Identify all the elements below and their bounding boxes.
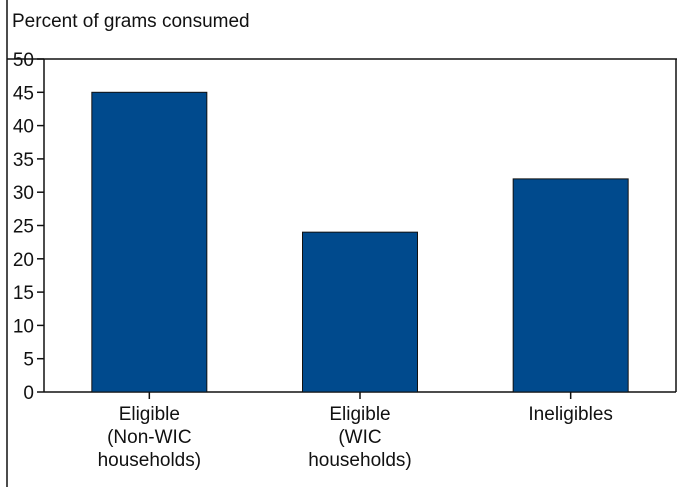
y-axis-label: Percent of grams consumed bbox=[12, 11, 250, 32]
y-tick-label: 5 bbox=[23, 350, 34, 371]
x-category-label-line: Ineligibles bbox=[528, 404, 613, 425]
y-tick-label: 35 bbox=[13, 150, 34, 171]
x-category-label: Eligible (WIC households) bbox=[308, 404, 412, 471]
x-category-label-line: households) bbox=[308, 450, 412, 471]
bar bbox=[91, 91, 208, 393]
y-tick-label: 0 bbox=[23, 383, 34, 404]
x-category-label-line: (Non-WIC bbox=[107, 427, 191, 448]
bar bbox=[302, 231, 418, 393]
y-tick-label: 50 bbox=[13, 50, 34, 71]
y-tick-label: 10 bbox=[13, 316, 34, 337]
y-axis-ticks: 0 5 10 15 20 25 30 35 40 45 50 bbox=[13, 50, 44, 404]
y-tick-label: 45 bbox=[13, 83, 34, 104]
y-tick-label: 20 bbox=[13, 250, 34, 271]
x-category-label-line: households) bbox=[98, 450, 202, 471]
y-tick-label: 15 bbox=[13, 283, 34, 304]
x-category-label: Ineligibles bbox=[528, 404, 613, 425]
x-axis-categories: Eligible (Non-WIC households)Eligible (WIC h… bbox=[98, 392, 613, 471]
bars bbox=[91, 91, 629, 393]
y-tick-label: 40 bbox=[13, 117, 34, 138]
y-tick-label: 30 bbox=[13, 183, 34, 204]
bar bbox=[512, 178, 629, 393]
x-category-label-line: Eligible bbox=[329, 404, 390, 425]
x-category-label-line: (WIC bbox=[338, 427, 381, 448]
y-tick-label: 25 bbox=[13, 217, 34, 238]
x-category-label: Eligible (Non-WIC households) bbox=[98, 404, 202, 471]
x-category-label-line: Eligible bbox=[119, 404, 180, 425]
